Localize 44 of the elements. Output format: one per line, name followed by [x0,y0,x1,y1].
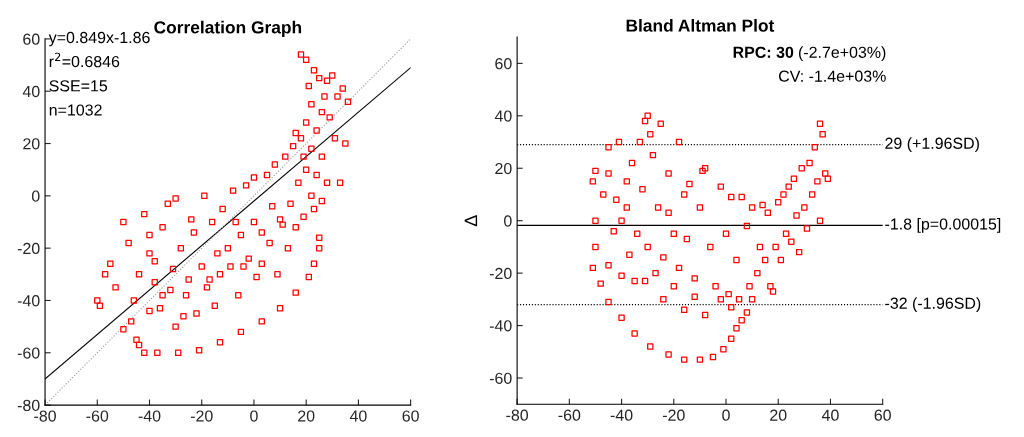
ref-line-label: 29 (+1.96SD) [885,137,979,153]
x-tick-label: -40 [610,409,633,421]
x-tick-label: -80 [34,410,56,422]
x-tick-label: -40 [138,410,161,422]
annotation: r$^{2}$=0.6846 [49,52,120,68]
annotation: SSE=15 [49,80,108,92]
x-tick-label: -20 [662,409,685,421]
x-tick-label: -60 [86,410,109,422]
y-tick-label: -60 [489,372,512,384]
y-tick-label: 60 [23,33,40,45]
annotation: n=1032 [49,104,102,116]
y-tick-label: -40 [489,320,512,332]
annotation: CV: -1.4e+03% [778,70,886,82]
y-tick-label: 40 [22,85,40,98]
x-tick-label: 40 [821,409,839,421]
chart-title: Bland Altman Plot [626,19,775,32]
y-tick-label: -20 [17,242,40,255]
y-tick-label: 20 [23,138,40,150]
x-tick-label: -60 [558,409,581,421]
x-tick-label: 60 [402,410,419,422]
y-tick-label: 20 [495,162,512,175]
annotation: RPC: 30 [733,46,794,58]
y-tick-label: 0 [31,190,40,202]
y-tick-label: -20 [489,267,512,280]
ref-line-label: -32 (-1.96SD) [885,297,981,313]
y-axis-title: Δ [464,215,478,227]
annotation: (-2.7e+03%) [799,46,886,62]
x-tick-label: 40 [349,410,367,422]
x-tick-label: 0 [250,410,258,422]
x-tick-label: -20 [190,410,213,422]
y-tick-label: 0 [504,215,512,227]
ref-line-label: -1.8 [p=0.00015] [885,217,1001,233]
x-tick-label: 20 [298,410,315,422]
x-tick-label: 20 [770,409,787,421]
chart-title: Correlation Graph [154,20,302,37]
y-tick-label: 60 [495,58,512,70]
y-tick-label: -40 [17,295,40,307]
x-tick-label: -80 [506,409,529,421]
annotation: y=0.849x-1.86 [48,31,150,47]
y-tick-label: -80 [17,399,40,412]
x-tick-label: 60 [874,409,891,421]
y-tick-label: -60 [17,347,40,359]
x-tick-label: 0 [722,409,730,421]
y-tick-label: 40 [494,110,512,122]
